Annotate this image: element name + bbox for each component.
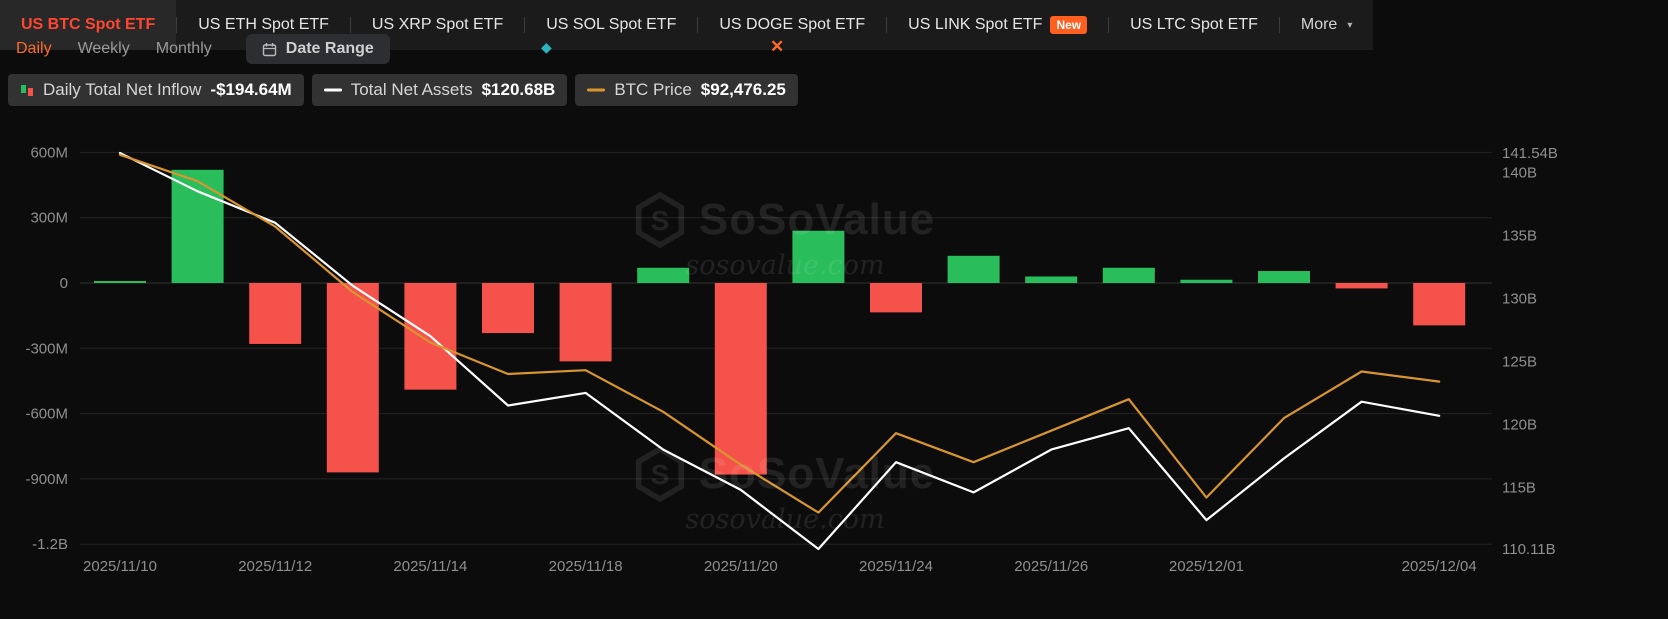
inflow-bar-2025-11-20[interactable] — [714, 283, 767, 475]
left-axis-tick: 0 — [60, 275, 68, 292]
legend-value: $92,476.25 — [700, 80, 786, 99]
tab-us-btc-spot-etf[interactable]: US BTC Spot ETF — [0, 0, 177, 50]
inflow-bar-2025-11-10[interactable] — [94, 281, 146, 283]
inflow-bar-2025-11-11[interactable] — [171, 169, 224, 283]
inflow-bar-2025-11-26[interactable] — [1025, 276, 1078, 283]
legend-label: Total Net Assets — [350, 80, 473, 99]
chevron-down-icon: ▾ — [1347, 19, 1353, 31]
inflow-bar-2025-12-03[interactable] — [1335, 283, 1388, 289]
chart-legend: Daily Total Net Inflow -$194.64M Total Net… — [8, 74, 798, 106]
period-tab-group: Daily Weekly Monthly — [16, 40, 212, 58]
period-tab-daily[interactable]: Daily — [16, 40, 52, 57]
calendar-icon — [262, 42, 276, 56]
inflow-bar-2025-11-24[interactable] — [870, 283, 922, 313]
tab-label: US XRP Spot ETF — [371, 16, 504, 33]
x-axis-tick: 2025/11/26 — [1014, 558, 1088, 575]
tab-label: US BTC Spot ETF — [21, 16, 156, 33]
unknown-teal-icon[interactable]: ◆ — [541, 39, 552, 55]
total-net-assets-line — [118, 151, 1441, 551]
left-axis-tick: 600M — [30, 144, 68, 161]
inflow-bar-2025-11-25[interactable] — [947, 255, 1000, 283]
tab-separator — [524, 17, 526, 33]
inflow-bar-2025-11-21[interactable] — [792, 230, 845, 283]
inflow-bar-2025-12-04[interactable] — [1413, 283, 1466, 326]
tab-us-ltc-spot-etf[interactable]: US LTC Spot ETF — [1109, 0, 1279, 50]
inflow-bar-2025-12-01[interactable] — [1180, 279, 1233, 283]
x-axis-tick: 2025/11/10 — [83, 558, 157, 575]
line-orange-icon — [587, 87, 606, 93]
left-axis-tick: 300M — [30, 210, 68, 227]
tab-separator — [1108, 17, 1110, 33]
tab-separator — [886, 17, 888, 33]
tab-label: US DOGE Spot ETF — [719, 16, 866, 33]
tab-separator — [176, 17, 178, 33]
inflow-bar-2025-12-02[interactable] — [1258, 271, 1310, 283]
legend-value: -$194.64M — [210, 80, 292, 99]
legend-value: $120.68B — [481, 80, 556, 99]
inflow-bar-2025-11-12[interactable] — [249, 283, 302, 344]
inflow-bar-2025-11-18[interactable] — [559, 283, 612, 362]
line-white-icon — [323, 87, 342, 93]
legend-label: Daily Total Net Inflow — [43, 80, 202, 99]
x-axis-tick: 2025/11/14 — [393, 558, 467, 575]
right-axis-tick: 141.54B — [1502, 145, 1558, 162]
right-axis-tick: 110.11B — [1502, 541, 1556, 558]
right-axis-tick: 115B — [1502, 479, 1536, 496]
inflow-bar-2025-11-13[interactable] — [326, 283, 379, 473]
period-controls: Daily Weekly Monthly Date Range — [16, 34, 390, 64]
right-axis-tick: 140B — [1502, 164, 1537, 181]
left-axis-tick: -1.2B — [32, 536, 68, 553]
right-axis-tick: 135B — [1502, 227, 1537, 244]
date-range-button[interactable]: Date Range — [245, 34, 390, 64]
legend-item-daily-total-net-inflow[interactable]: Daily Total Net Inflow -$194.64M — [8, 74, 304, 106]
x-axis-tick: 2025/11/24 — [859, 558, 933, 575]
legend-item-btc-price[interactable]: BTC Price $92,476.25 — [575, 74, 798, 106]
x-axis-tick: 2025/12/04 — [1402, 558, 1477, 575]
new-badge: New — [1050, 16, 1088, 34]
tab-label: US LTC Spot ETF — [1130, 16, 1258, 33]
more-label: More — [1300, 16, 1338, 33]
tab-us-doge-spot-etf[interactable]: US DOGE Spot ETF — [698, 0, 886, 50]
etf-tab-list: US BTC Spot ETF US ETH Spot ETF US XRP Spo… — [0, 0, 1279, 50]
tab-label: US SOL Spot ETF — [546, 16, 677, 33]
tab-us-sol-spot-etf[interactable]: US SOL Spot ETF — [525, 0, 697, 50]
x-axis-tick: 2025/11/18 — [549, 558, 623, 575]
inflow-bar-2025-11-28[interactable] — [1102, 267, 1155, 283]
tab-separator — [697, 17, 699, 33]
left-axis-tick: -600M — [25, 406, 68, 423]
tab-us-xrp-spot-etf[interactable]: US XRP Spot ETF — [351, 0, 524, 50]
btc-price-line — [118, 153, 1441, 514]
date-range-label: Date Range — [285, 40, 374, 57]
left-axis-tick: -300M — [25, 340, 68, 357]
close-x-icon[interactable]: ✕ — [770, 37, 785, 56]
tab-label: US ETH Spot ETF — [198, 16, 329, 33]
right-axis-tick: 125B — [1502, 353, 1537, 370]
x-axis-tick: 2025/12/01 — [1169, 558, 1244, 575]
legend-item-total-net-assets[interactable]: Total Net Assets $120.68B — [311, 74, 568, 106]
more-dropdown[interactable]: More ▾ — [1280, 0, 1373, 50]
inflow-bar-2025-11-17[interactable] — [482, 283, 534, 334]
period-tab-monthly[interactable]: Monthly — [155, 40, 212, 57]
x-axis-tick: 2025/11/12 — [238, 558, 312, 575]
chart-controls-row: Daily Weekly Monthly Date Range ◆ ✕ — [0, 34, 1668, 64]
right-axis-tick: 120B — [1502, 416, 1537, 433]
legend-label: BTC Price — [614, 80, 692, 99]
left-axis-tick: -900M — [25, 471, 68, 488]
tab-separator — [349, 17, 351, 33]
tab-us-eth-spot-etf[interactable]: US ETH Spot ETF — [177, 0, 350, 50]
etf-category-tabbar: US BTC Spot ETF US ETH Spot ETF US XRP Spo… — [0, 0, 1374, 50]
tab-separator — [1278, 17, 1280, 33]
tab-label: US LINK Spot ETF — [908, 16, 1043, 33]
period-tab-weekly[interactable]: Weekly — [77, 40, 130, 57]
inflow-bar-2025-11-19[interactable] — [637, 267, 690, 283]
tab-us-link-spot-etf[interactable]: US LINK Spot ETF New — [887, 0, 1108, 50]
right-axis-tick: 130B — [1502, 290, 1537, 307]
inflow-bars-icon — [20, 83, 34, 97]
x-axis-tick: 2025/11/20 — [704, 558, 778, 575]
